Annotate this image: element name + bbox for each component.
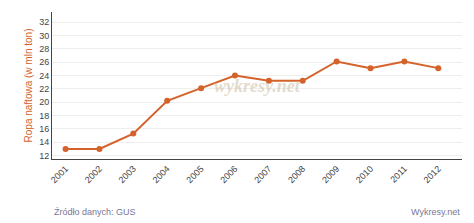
- svg-text:2009: 2009: [320, 164, 341, 185]
- svg-text:wykresy.net: wykresy.net: [214, 76, 301, 96]
- svg-text:12: 12: [39, 151, 49, 161]
- svg-text:2003: 2003: [117, 164, 138, 185]
- svg-text:2001: 2001: [49, 164, 70, 185]
- svg-text:Ropa naftowa (w mln ton): Ropa naftowa (w mln ton): [23, 29, 34, 143]
- svg-text:20: 20: [39, 97, 49, 107]
- svg-text:2006: 2006: [218, 164, 239, 185]
- svg-text:26: 26: [39, 57, 49, 67]
- svg-text:16: 16: [39, 124, 49, 134]
- svg-text:Źródło danych: GUS: Źródło danych: GUS: [54, 207, 136, 217]
- svg-text:32: 32: [39, 17, 49, 27]
- svg-text:2011: 2011: [388, 164, 409, 185]
- svg-text:22: 22: [39, 84, 49, 94]
- svg-text:24: 24: [39, 71, 49, 81]
- svg-text:Wykresy.net: Wykresy.net: [411, 207, 460, 217]
- svg-text:2002: 2002: [83, 164, 104, 185]
- svg-text:14: 14: [39, 137, 49, 147]
- svg-text:28: 28: [39, 44, 49, 54]
- svg-text:2010: 2010: [354, 164, 375, 185]
- svg-text:18: 18: [39, 111, 49, 121]
- svg-text:2007: 2007: [252, 164, 273, 185]
- svg-text:2004: 2004: [151, 164, 172, 185]
- svg-text:2012: 2012: [422, 164, 443, 185]
- svg-text:30: 30: [39, 31, 49, 41]
- svg-text:2008: 2008: [286, 164, 307, 185]
- svg-text:2005: 2005: [184, 164, 205, 185]
